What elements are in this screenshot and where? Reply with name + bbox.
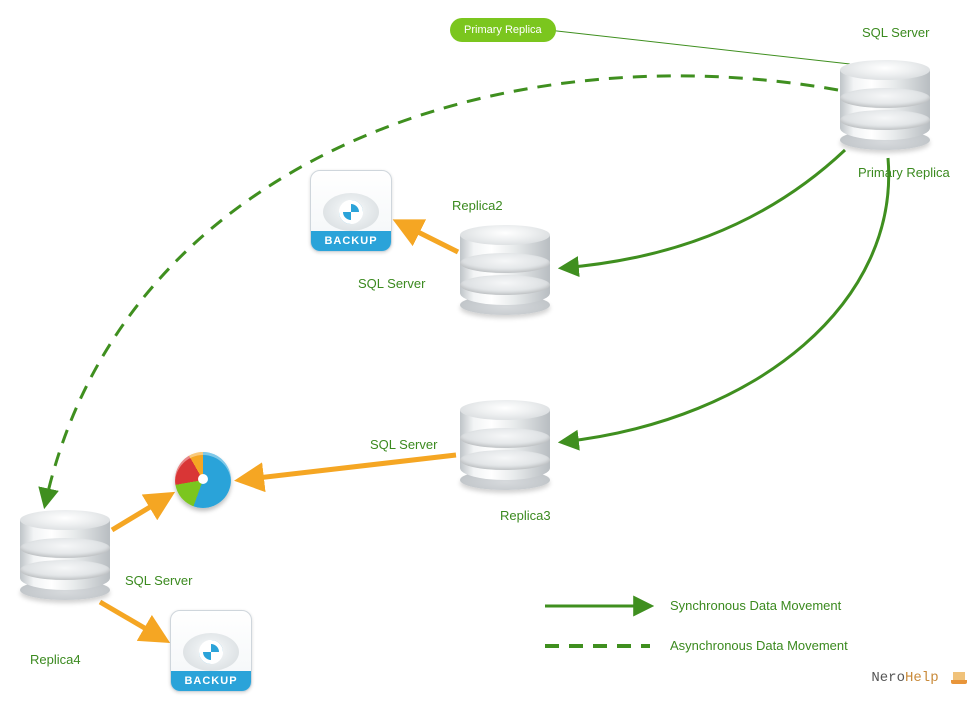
primary-replica-pill: Primary Replica	[450, 18, 556, 42]
replica4-bottom-label: Replica4	[30, 652, 81, 667]
edge-replica4-to-backup	[100, 602, 165, 640]
analytics-pie-icon	[175, 452, 231, 508]
replica3-db-icon	[460, 400, 550, 490]
edge-replica4-to-pie	[112, 495, 170, 530]
legend-async-text: Asynchronous Data Movement	[670, 638, 848, 653]
replica3-top-label: SQL Server	[370, 437, 437, 452]
replica4-db-icon	[20, 510, 110, 600]
edge-primary-to-replica3	[562, 158, 889, 442]
backup1-label: BACKUP	[311, 231, 391, 251]
backup-disc-icon	[183, 633, 239, 671]
legend-sync-text: Synchronous Data Movement	[670, 598, 841, 613]
pill-text: Primary Replica	[464, 24, 542, 36]
edge-primary-to-replica4	[45, 76, 838, 505]
watermark-right: Help	[905, 670, 939, 686]
primary-top-label: SQL Server	[862, 25, 929, 40]
replica2-top-label: Replica2	[452, 198, 503, 213]
watermark-left: Nero	[871, 670, 905, 686]
edge-replica2-to-backup	[398, 222, 458, 252]
replica3-bottom-label: Replica3	[500, 508, 551, 523]
primary-bottom-label: Primary Replica	[858, 165, 950, 180]
watermark: NeroHelp	[871, 670, 967, 686]
replica2-left-label: SQL Server	[358, 276, 425, 291]
edge-replica3-to-pie	[240, 455, 456, 480]
watermark-icon	[951, 670, 967, 684]
replica2-db-icon	[460, 225, 550, 315]
pill-to-primary-line	[548, 30, 850, 64]
backup-disc-icon	[323, 193, 379, 231]
replica4-left-label: SQL Server	[125, 573, 192, 588]
primary-db-icon	[840, 60, 930, 150]
backup2-tile: BACKUP	[170, 610, 252, 692]
backup2-label: BACKUP	[171, 671, 251, 691]
edge-primary-to-replica2	[562, 150, 845, 268]
backup1-tile: BACKUP	[310, 170, 392, 252]
